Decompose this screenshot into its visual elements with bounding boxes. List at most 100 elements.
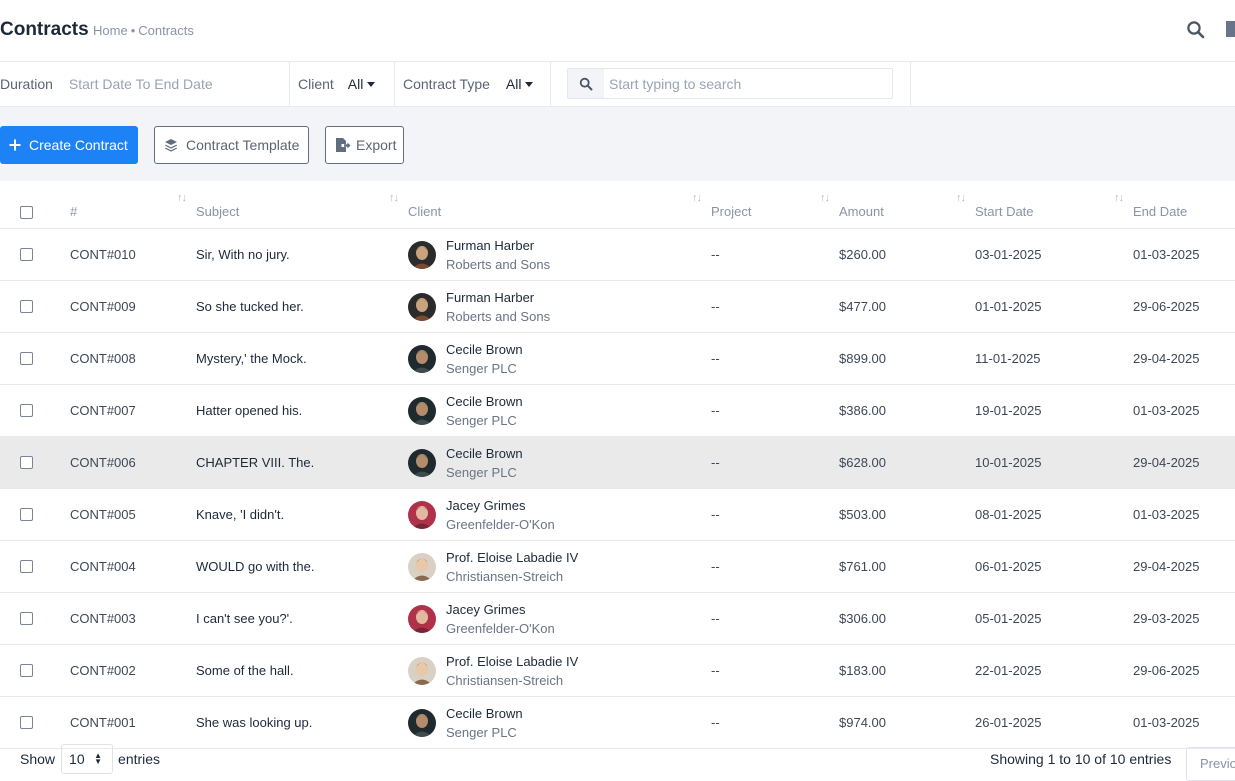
contract-subject[interactable]: Knave, 'I didn't. xyxy=(196,488,408,541)
export-button[interactable]: Export xyxy=(325,126,404,164)
contract-subject[interactable]: Mystery,' the Mock. xyxy=(196,332,408,385)
pagination-info: Showing 1 to 10 of 10 entries xyxy=(990,750,1172,767)
project: -- xyxy=(711,644,839,697)
search-input[interactable] xyxy=(604,69,895,98)
panel-toggle-icon[interactable] xyxy=(1226,21,1235,37)
avatar xyxy=(408,292,436,321)
client-name[interactable]: Jacey Grimes xyxy=(446,497,526,513)
contract-id[interactable]: CONT#008 xyxy=(70,332,196,385)
project: -- xyxy=(711,488,839,541)
client-filter-label: Client xyxy=(298,76,334,92)
client-name[interactable]: Prof. Eloise Labadie IV xyxy=(446,549,579,565)
client-name[interactable]: Jacey Grimes xyxy=(446,601,526,617)
contract-subject[interactable]: So she tucked her. xyxy=(196,280,408,333)
sort-icon: ↑↓ xyxy=(956,192,966,204)
row-select-cell xyxy=(0,436,70,489)
contract-template-button[interactable]: Contract Template xyxy=(154,126,309,164)
contract-id[interactable]: CONT#005 xyxy=(70,488,196,541)
contract-subject[interactable]: WOULD go with the. xyxy=(196,540,408,593)
column-header-start-date[interactable]: Start Date ↑↓ xyxy=(975,181,1133,229)
column-label: Amount xyxy=(839,204,884,219)
row-checkbox[interactable] xyxy=(20,612,33,625)
contract-id[interactable]: CONT#007 xyxy=(70,384,196,437)
client-filter-dropdown[interactable]: All xyxy=(348,76,376,92)
contract-id[interactable]: CONT#003 xyxy=(70,592,196,645)
contract-template-label: Contract Template xyxy=(186,137,300,153)
client-company: Senger PLC xyxy=(446,412,517,428)
duration-range-input[interactable]: Start Date To End Date xyxy=(68,76,213,92)
column-label: # xyxy=(70,204,78,219)
contract-type-filter: Contract Type All xyxy=(403,62,534,106)
select-all-checkbox[interactable] xyxy=(20,206,33,219)
client-name[interactable]: Furman Harber xyxy=(446,289,535,305)
row-checkbox[interactable] xyxy=(20,508,33,521)
table-row[interactable]: CONT#010 Sir, With no jury. Furman Harber R… xyxy=(0,228,1235,281)
amount: $306.00 xyxy=(839,592,975,645)
contract-subject[interactable]: Some of the hall. xyxy=(196,644,408,697)
row-checkbox[interactable] xyxy=(20,716,33,729)
previous-page-button[interactable]: Previous xyxy=(1186,747,1235,781)
row-checkbox[interactable] xyxy=(20,300,33,313)
row-checkbox[interactable] xyxy=(20,664,33,677)
column-header-subject[interactable]: Subject ↑↓ xyxy=(196,181,408,229)
client-cell: Cecile Brown Senger PLC xyxy=(408,332,711,385)
contract-id[interactable]: CONT#006 xyxy=(70,436,196,489)
search-icon[interactable] xyxy=(1186,20,1206,40)
row-checkbox[interactable] xyxy=(20,248,33,261)
client-company: Senger PLC xyxy=(446,464,517,480)
layers-icon xyxy=(164,138,178,152)
row-select-cell xyxy=(0,644,70,697)
plus-icon xyxy=(9,139,21,151)
contract-subject[interactable]: Hatter opened his. xyxy=(196,384,408,437)
breadcrumb-home[interactable]: Home xyxy=(93,23,128,38)
contract-id[interactable]: CONT#004 xyxy=(70,540,196,593)
table-row[interactable]: CONT#003 I can't see you?'. Jacey Grimes Gr… xyxy=(0,592,1235,645)
contract-subject[interactable]: I can't see you?'. xyxy=(196,592,408,645)
contract-subject[interactable]: CHAPTER VIII. The. xyxy=(196,436,408,489)
table-row[interactable]: CONT#001 She was looking up. Cecile Brown S… xyxy=(0,696,1235,749)
amount: $974.00 xyxy=(839,696,975,749)
table-row[interactable]: CONT#006 CHAPTER VIII. The. Cecile Brown Se… xyxy=(0,436,1235,489)
row-checkbox[interactable] xyxy=(20,404,33,417)
filter-divider xyxy=(394,62,395,106)
duration-filter[interactable]: Duration Start Date To End Date xyxy=(0,62,213,106)
client-name[interactable]: Furman Harber xyxy=(446,237,535,253)
table-row[interactable]: CONT#005 Knave, 'I didn't. Jacey Grimes Gre… xyxy=(0,488,1235,541)
column-header-amount[interactable]: Amount ↑↓ xyxy=(839,181,975,229)
client-name[interactable]: Prof. Eloise Labadie IV xyxy=(446,653,579,669)
amount: $503.00 xyxy=(839,488,975,541)
page-size-select[interactable]: 10 ▲ ▼ xyxy=(61,743,114,774)
table-row[interactable]: CONT#004 WOULD go with the. Prof. Eloise L… xyxy=(0,540,1235,593)
column-header-client[interactable]: Client ↑↓ xyxy=(408,181,711,229)
table-row[interactable]: CONT#008 Mystery,' the Mock. Cecile Brown S… xyxy=(0,332,1235,385)
row-checkbox[interactable] xyxy=(20,560,33,573)
contract-id[interactable]: CONT#009 xyxy=(70,280,196,333)
contract-id[interactable]: CONT#001 xyxy=(70,696,196,749)
create-contract-button[interactable]: Create Contract xyxy=(0,126,138,164)
contracts-table: # ↑↓ Subject ↑↓ Client ↑↓ Project ↑↓ Amount ↑… xyxy=(0,181,1235,749)
contract-subject[interactable]: She was looking up. xyxy=(196,696,408,749)
row-checkbox[interactable] xyxy=(20,352,33,365)
contract-id[interactable]: CONT#010 xyxy=(70,228,196,281)
client-name[interactable]: Cecile Brown xyxy=(446,341,523,357)
table-row[interactable]: CONT#009 So she tucked her. Furman Harber R… xyxy=(0,280,1235,333)
avatar xyxy=(408,552,436,581)
column-header-end-date[interactable]: End Date xyxy=(1133,181,1235,229)
contract-type-dropdown[interactable]: All xyxy=(506,76,534,92)
row-checkbox[interactable] xyxy=(20,456,33,469)
end-date: 01-03-2025 xyxy=(1133,696,1235,749)
contract-id[interactable]: CONT#002 xyxy=(70,644,196,697)
search-icon xyxy=(568,69,604,98)
client-name[interactable]: Cecile Brown xyxy=(446,393,523,409)
column-header-id[interactable]: # ↑↓ xyxy=(70,181,196,229)
export-label: Export xyxy=(356,137,397,153)
table-row[interactable]: CONT#002 Some of the hall. Prof. Eloise La… xyxy=(0,644,1235,697)
contract-subject[interactable]: Sir, With no jury. xyxy=(196,228,408,281)
start-date: 10-01-2025 xyxy=(975,436,1133,489)
table-row[interactable]: CONT#007 Hatter opened his. Cecile Brown Se… xyxy=(0,384,1235,437)
client-name[interactable]: Cecile Brown xyxy=(446,705,523,721)
amount: $761.00 xyxy=(839,540,975,593)
column-header-project[interactable]: Project ↑↓ xyxy=(711,181,839,229)
project: -- xyxy=(711,436,839,489)
client-name[interactable]: Cecile Brown xyxy=(446,445,523,461)
